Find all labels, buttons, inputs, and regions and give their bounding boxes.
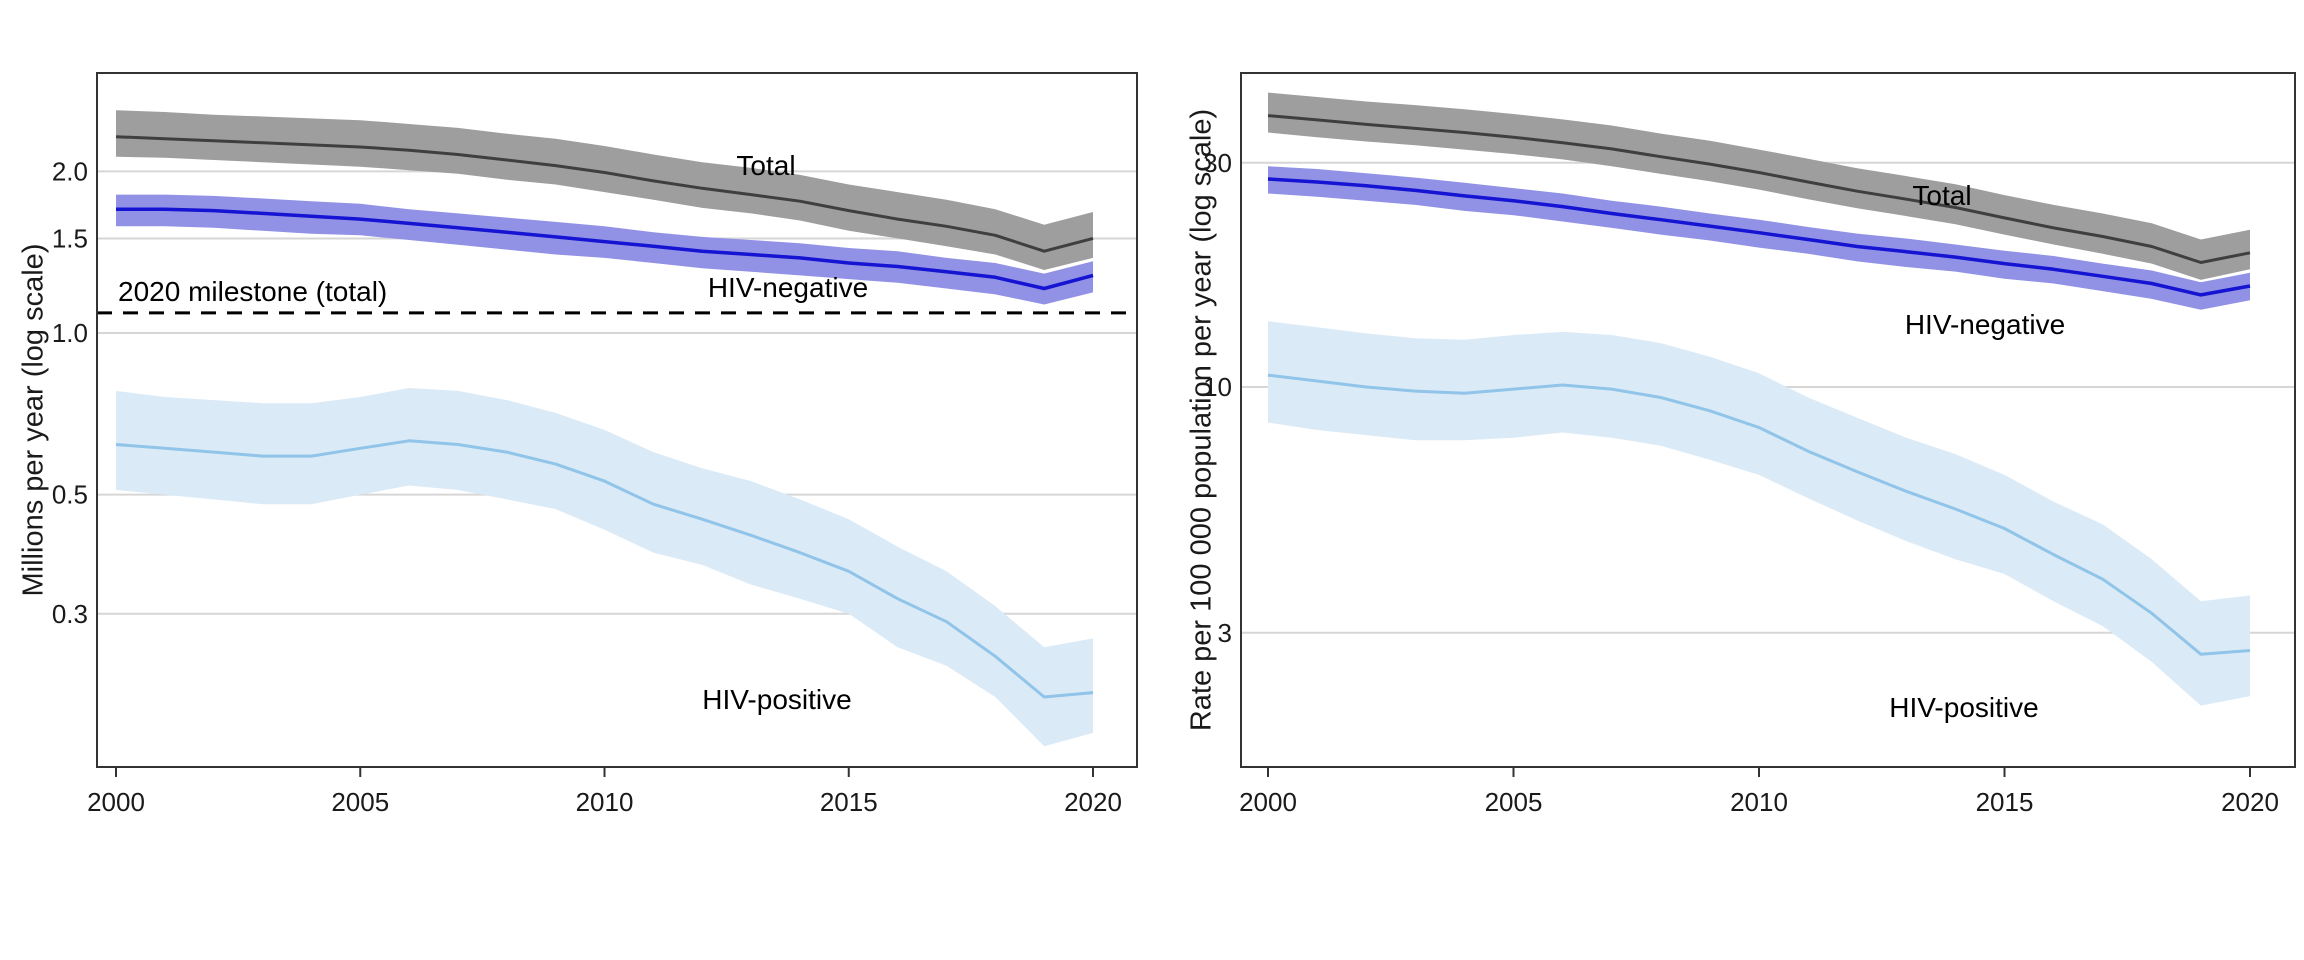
plot-area [1267, 92, 2251, 706]
confidence-band-hiv-positive [116, 388, 1093, 747]
y-tick-label: 0.3 [52, 599, 88, 629]
trend-line-hiv-negative [116, 207, 1094, 291]
y-tick-label: 1.0 [52, 318, 88, 348]
trend-line-hiv-positive [115, 439, 1094, 699]
x-tick-label: 2010 [1730, 787, 1788, 817]
plot-area [115, 110, 1094, 747]
x-tick-label: 2005 [331, 787, 389, 817]
right-y-axis-title: Rate per 100 000 population per year (lo… [1185, 108, 1218, 732]
confidence-band-total [1268, 92, 2250, 280]
right-label-hiv-positive: HIV-positive [1889, 692, 2039, 723]
x-tick-label: 2005 [1485, 787, 1543, 817]
x-tick-label: 2015 [820, 787, 878, 817]
y-tick-label: 1.5 [52, 223, 88, 253]
confidence-band-hiv-positive [1268, 321, 2250, 706]
right-label-hiv-negative: HIV-negative [1904, 309, 2066, 340]
confidence-band-hiv-negative [116, 194, 1093, 305]
x-tick-label: 2020 [2221, 787, 2279, 817]
y-tick-label: 2.0 [52, 156, 88, 186]
x-tick-label: 2020 [1064, 787, 1122, 817]
x-tick-label: 2000 [87, 787, 145, 817]
trend-line-hiv-negative [1267, 177, 2251, 297]
y-tick-label: 3 [1218, 618, 1232, 648]
confidence-band-total [116, 110, 1093, 270]
left-y-axis-title: Millions per year (log scale) [17, 243, 50, 597]
chart-panel-left: 2.0 1.5 1.0 0.5 0.3 2000 2005 2010 2015 2020 [52, 72, 1138, 817]
chart-panel-right: 30 10 3 2000 2005 2010 2015 2020 [1203, 72, 2296, 817]
left-label-hiv-positive: HIV-positive [702, 684, 852, 715]
panel-border [96, 72, 1138, 768]
x-tick-label: 2000 [1239, 787, 1297, 817]
x-tick-label: 2010 [576, 787, 634, 817]
trend-line-hiv-positive [1267, 373, 2251, 656]
left-label-hiv-negative: HIV-negative [707, 272, 869, 303]
milestone-annotation: 2020 milestone (total) [118, 276, 388, 307]
y-tick-label: 0.5 [52, 480, 88, 510]
right-label-total: Total [1912, 180, 1972, 211]
trend-line-total [115, 135, 1094, 253]
trend-line-total [1267, 114, 2251, 264]
panel-border [1240, 72, 2296, 768]
left-label-total: Total [736, 150, 796, 181]
y-tick-label: 10 [1203, 372, 1232, 402]
y-tick-label: 30 [1203, 148, 1232, 178]
x-tick-label: 2015 [1976, 787, 2034, 817]
